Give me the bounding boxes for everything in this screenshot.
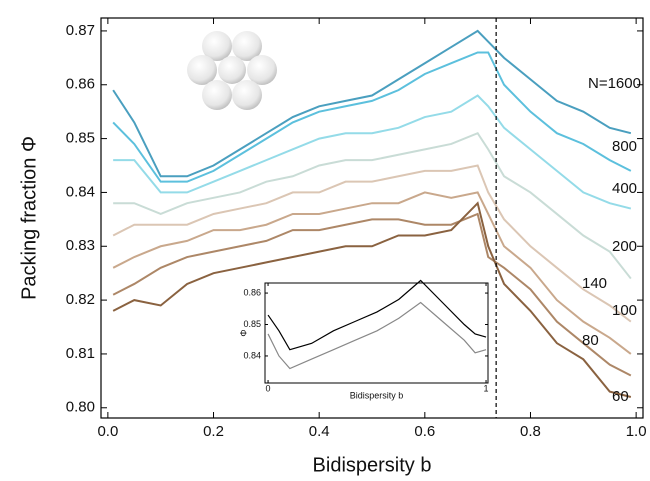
x-tick-label: 0 <box>266 383 271 393</box>
series-label: 140 <box>582 275 607 292</box>
plot-frame <box>100 17 644 419</box>
series-label: 80 <box>582 332 599 349</box>
x-axis-title: Bidispersity b <box>313 454 432 476</box>
series-line <box>113 94 632 210</box>
y-tick-label: 0.84 <box>66 183 95 200</box>
y-axis-title: Φ <box>238 329 248 336</box>
series-label: 100 <box>612 302 637 319</box>
series-line <box>267 301 487 370</box>
series-line <box>267 279 487 351</box>
y-tick-label: 0.87 <box>66 22 95 39</box>
y-tick-label: 0.86 <box>66 76 95 93</box>
x-axis-title: Bidispersity b <box>350 390 404 400</box>
x-tick-label: 0.2 <box>203 423 224 440</box>
series-line <box>112 29 632 178</box>
y-tick-label: 0.86 <box>243 287 261 297</box>
series-label: 60 <box>612 388 629 405</box>
x-tick-label: 0.0 <box>97 423 118 440</box>
sphere-cluster <box>187 31 277 110</box>
y-tick-label: 0.82 <box>66 291 95 308</box>
series-line <box>112 164 632 323</box>
series-line <box>112 191 632 355</box>
main-plot: N=1600 800 400 200 140 100 80 60 0.0 0.2 0.4 0.6 0.8… <box>18 17 647 476</box>
x-tick-label: 1 <box>484 383 489 393</box>
inset: 0 1 0.84 0.85 0.86 Bidispersity b Φ <box>238 279 489 400</box>
series-line <box>112 201 632 398</box>
x-tick-label: 1.0 <box>626 423 647 440</box>
series-label: 800 <box>612 138 637 155</box>
inset-background <box>265 283 488 383</box>
y-tick-label: 0.85 <box>66 130 95 147</box>
x-tick-label: 0.8 <box>520 423 541 440</box>
series-line <box>112 212 632 377</box>
y-axis-title: Packing fraction Φ <box>18 136 40 300</box>
y-tick-label: 0.85 <box>243 319 261 329</box>
y-tick-label: 0.80 <box>66 399 95 416</box>
y-tick-label: 0.84 <box>243 350 261 360</box>
x-tick-label: 0.4 <box>309 423 330 440</box>
series-line <box>112 51 632 183</box>
plot-frame <box>264 282 489 384</box>
y-tick-label: 0.83 <box>66 237 95 254</box>
x-tick-label: 0.6 <box>414 423 435 440</box>
series-label: 200 <box>612 238 637 255</box>
y-tick-label: 0.81 <box>66 345 95 362</box>
series-line <box>113 131 632 280</box>
series-label: 400 <box>612 180 637 197</box>
series-label: N=1600 <box>588 75 641 92</box>
